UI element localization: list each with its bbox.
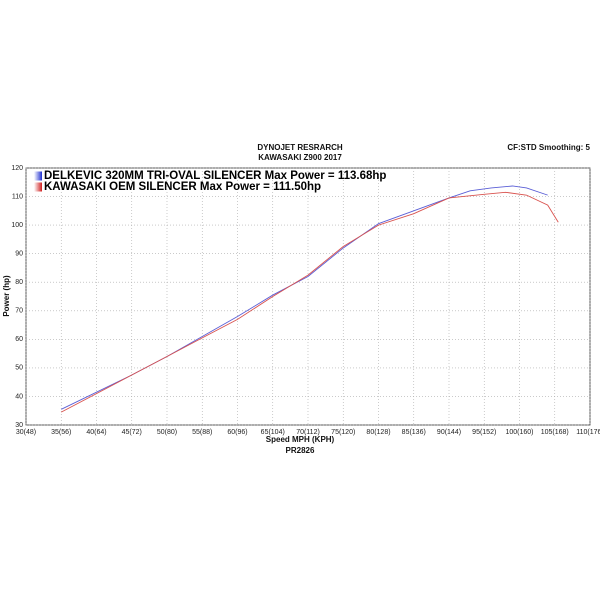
x-tick-label: 70(112) [296,429,320,436]
legend-label: DELKEVIC 320MM TRI-OVAL SILENCER Max Pow… [44,170,386,182]
x-tick-label: 55(88) [192,429,212,436]
series-line [61,191,559,413]
x-tick-label: 110(176) [576,429,600,436]
legend-label: KAWASAKI OEM SILENCER Max Power = 111.50… [44,181,321,193]
x-tick-label: 50(80) [157,429,177,436]
x-tick-label: 45(72) [122,429,142,436]
x-tick-label: 60(96) [227,429,247,436]
x-tick-label: 85(136) [402,429,426,436]
y-tick-label: 70 [15,308,23,315]
note: CF:STD Smoothing: 5 [507,143,590,152]
y-tick-label: 90 [15,251,23,258]
y-axis-label: Power (hp) [2,275,11,317]
chart-title: DYNOJET RESRARCH [257,143,343,152]
x-tick-label: 40(64) [86,429,106,436]
x-tick-label: 95(152) [472,429,496,436]
x-tick-label: 80(128) [366,429,390,436]
y-tick-label: 40 [15,393,23,400]
x-axis-label: Speed MPH (KPH) [266,435,335,444]
x-tick-label: 35(56) [51,429,71,436]
x-tick-label: 30(48) [16,429,36,436]
footer: PR2826 [286,446,315,455]
y-tick-label: 30 [15,422,23,429]
y-tick-label: 50 [15,365,23,372]
y-tick-label: 60 [15,336,23,343]
y-tick-label: 80 [15,279,23,286]
x-tick-label: 100(160) [505,429,533,436]
x-tick-label: 65(104) [261,429,285,436]
y-tick-label: 100 [11,222,23,229]
legend-swatch [34,171,42,181]
chart-subtitle: KAWASAKI Z900 2017 [258,153,342,162]
series-line [61,185,548,410]
legend-swatch [34,182,42,192]
x-tick-label: 105(168) [541,429,569,436]
y-tick-label: 110 [12,193,23,200]
x-tick-label: 75(120) [331,429,355,436]
y-tick-label: 120 [11,165,23,172]
x-tick-label: 90(144) [437,429,461,436]
